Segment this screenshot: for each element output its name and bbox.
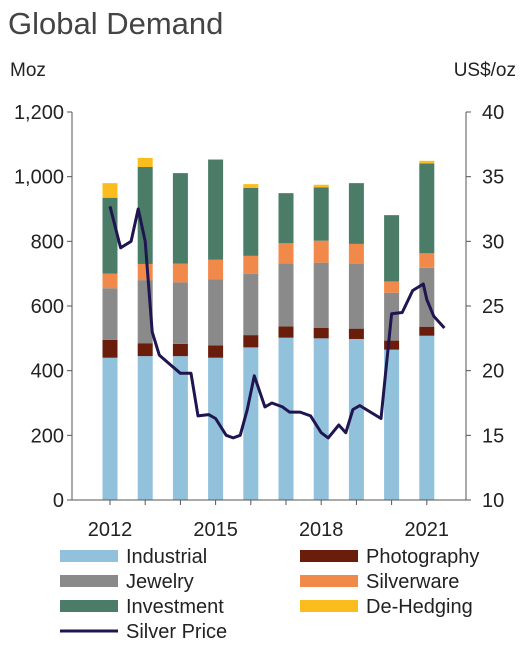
left-tick-label: 600 xyxy=(31,296,64,318)
bar-segment-jewelry-2016 xyxy=(243,273,259,336)
legend-swatch-industrial xyxy=(60,550,118,562)
bar-segment-industrial-2018 xyxy=(313,338,329,500)
legend-swatch-silverware xyxy=(300,575,358,587)
bar-segment-photography-2016 xyxy=(243,335,259,348)
bar-segment-de-hedging-2021 xyxy=(419,160,435,164)
bar-segment-photography-2020 xyxy=(384,340,400,350)
bar-segment-industrial-2021 xyxy=(419,335,435,500)
legend-label-jewelry: Jewelry xyxy=(126,571,194,593)
bar-segment-photography-2018 xyxy=(313,327,329,339)
legend-label-investment: Investment xyxy=(126,596,224,618)
bar-segment-industrial-2015 xyxy=(208,357,224,500)
bar-segment-silverware-2021 xyxy=(419,253,435,268)
right-tick-label: 15 xyxy=(482,425,504,447)
silver-price-line xyxy=(108,206,446,440)
bar-segment-de-hedging-2012 xyxy=(102,183,118,198)
right-tick-label: 30 xyxy=(482,231,504,253)
bar-segment-silverware-2014 xyxy=(172,263,188,283)
bar-segment-photography-2015 xyxy=(208,345,224,358)
bar-segment-jewelry-2017 xyxy=(278,263,294,327)
silver-price-line-group xyxy=(108,206,446,440)
left-tick-label: 400 xyxy=(31,361,64,383)
x-tick-label: 2015 xyxy=(193,519,238,541)
legend-swatch-investment xyxy=(60,600,118,612)
bar-segment-silverware-2017 xyxy=(278,243,294,264)
right-tick-label: 20 xyxy=(482,361,504,383)
left-tick-label: 0 xyxy=(53,490,64,512)
bar-segment-de-hedging-2018 xyxy=(313,184,329,188)
legend-swatch-de-hedging xyxy=(300,600,358,612)
bar-segment-industrial-2020 xyxy=(384,349,400,500)
x-tick-label: 2021 xyxy=(405,519,450,541)
legend-label-de-hedging: De-Hedging xyxy=(366,596,473,618)
bar-segment-industrial-2016 xyxy=(243,347,259,500)
bar-segment-jewelry-2015 xyxy=(208,279,224,346)
bar-segment-industrial-2014 xyxy=(172,356,188,500)
right-tick-label: 35 xyxy=(482,167,504,189)
bar-segment-jewelry-2018 xyxy=(313,262,329,328)
bar-segment-investment-2020 xyxy=(384,215,400,282)
bar-segment-silverware-2016 xyxy=(243,255,259,274)
bar-segment-industrial-2019 xyxy=(348,338,364,500)
bar-segment-jewelry-2014 xyxy=(172,282,188,344)
bar-segment-jewelry-2019 xyxy=(348,263,364,329)
left-tick-label: 1,200 xyxy=(14,102,64,124)
bar-segment-photography-2019 xyxy=(348,328,364,339)
bar-segment-industrial-2012 xyxy=(102,357,118,500)
bar-segment-industrial-2013 xyxy=(137,356,153,500)
left-axis-ticks: 0 200 400 600 800 1,000 1,200 xyxy=(14,102,72,512)
bar-segment-investment-2018 xyxy=(313,187,329,241)
bar-segment-silverware-2012 xyxy=(102,273,118,289)
legend-swatch-jewelry xyxy=(60,575,118,587)
bar-segment-silverware-2013 xyxy=(137,263,153,281)
x-axis-ticks: 2012 2015 2018 2021 xyxy=(88,500,449,541)
bar-segment-photography-2017 xyxy=(278,326,294,338)
legend-label-photography: Photography xyxy=(366,546,479,568)
bar-segment-photography-2012 xyxy=(102,339,118,358)
chart-title: Global Demand xyxy=(8,6,223,41)
bar-segment-photography-2014 xyxy=(172,343,188,357)
bar-segment-de-hedging-2016 xyxy=(243,184,259,188)
right-tick-label: 25 xyxy=(482,296,504,318)
bar-segment-silverware-2018 xyxy=(313,240,329,263)
right-tick-label: 10 xyxy=(482,490,504,512)
bar-segment-industrial-2017 xyxy=(278,337,294,500)
legend: Industrial Photography Jewelry Silverware In… xyxy=(60,546,479,643)
bar-segment-photography-2013 xyxy=(137,343,153,357)
bar-segment-silverware-2020 xyxy=(384,281,400,293)
left-axis-unit: Moz xyxy=(10,60,46,81)
bar-segment-silverware-2019 xyxy=(348,243,364,264)
bar-segment-investment-2019 xyxy=(348,183,364,244)
bar-segment-photography-2021 xyxy=(419,326,435,336)
bar-segment-de-hedging-2013 xyxy=(137,157,153,167)
left-tick-label: 1,000 xyxy=(14,167,64,189)
bar-segment-investment-2017 xyxy=(278,193,294,244)
stacked-bars xyxy=(102,157,435,500)
legend-swatch-photography xyxy=(300,550,358,562)
legend-label-silverware: Silverware xyxy=(366,571,459,593)
x-tick-label: 2012 xyxy=(88,519,133,541)
legend-label-silver-price: Silver Price xyxy=(126,621,227,643)
x-tick-label: 2018 xyxy=(299,519,344,541)
bar-segment-investment-2015 xyxy=(208,159,224,260)
right-tick-label: 40 xyxy=(482,102,504,124)
left-tick-label: 800 xyxy=(31,231,64,253)
left-tick-label: 200 xyxy=(31,425,64,447)
bar-segment-investment-2016 xyxy=(243,187,259,256)
bar-segment-investment-2021 xyxy=(419,163,435,254)
bar-segment-investment-2013 xyxy=(137,166,153,264)
right-axis-unit: US$/oz xyxy=(454,60,516,81)
bar-segment-jewelry-2012 xyxy=(102,288,118,340)
bar-segment-silverware-2015 xyxy=(208,259,224,280)
bar-segment-investment-2014 xyxy=(172,173,188,264)
legend-label-industrial: Industrial xyxy=(126,546,207,568)
right-axis-ticks: 10 15 20 25 30 35 40 xyxy=(466,102,504,512)
